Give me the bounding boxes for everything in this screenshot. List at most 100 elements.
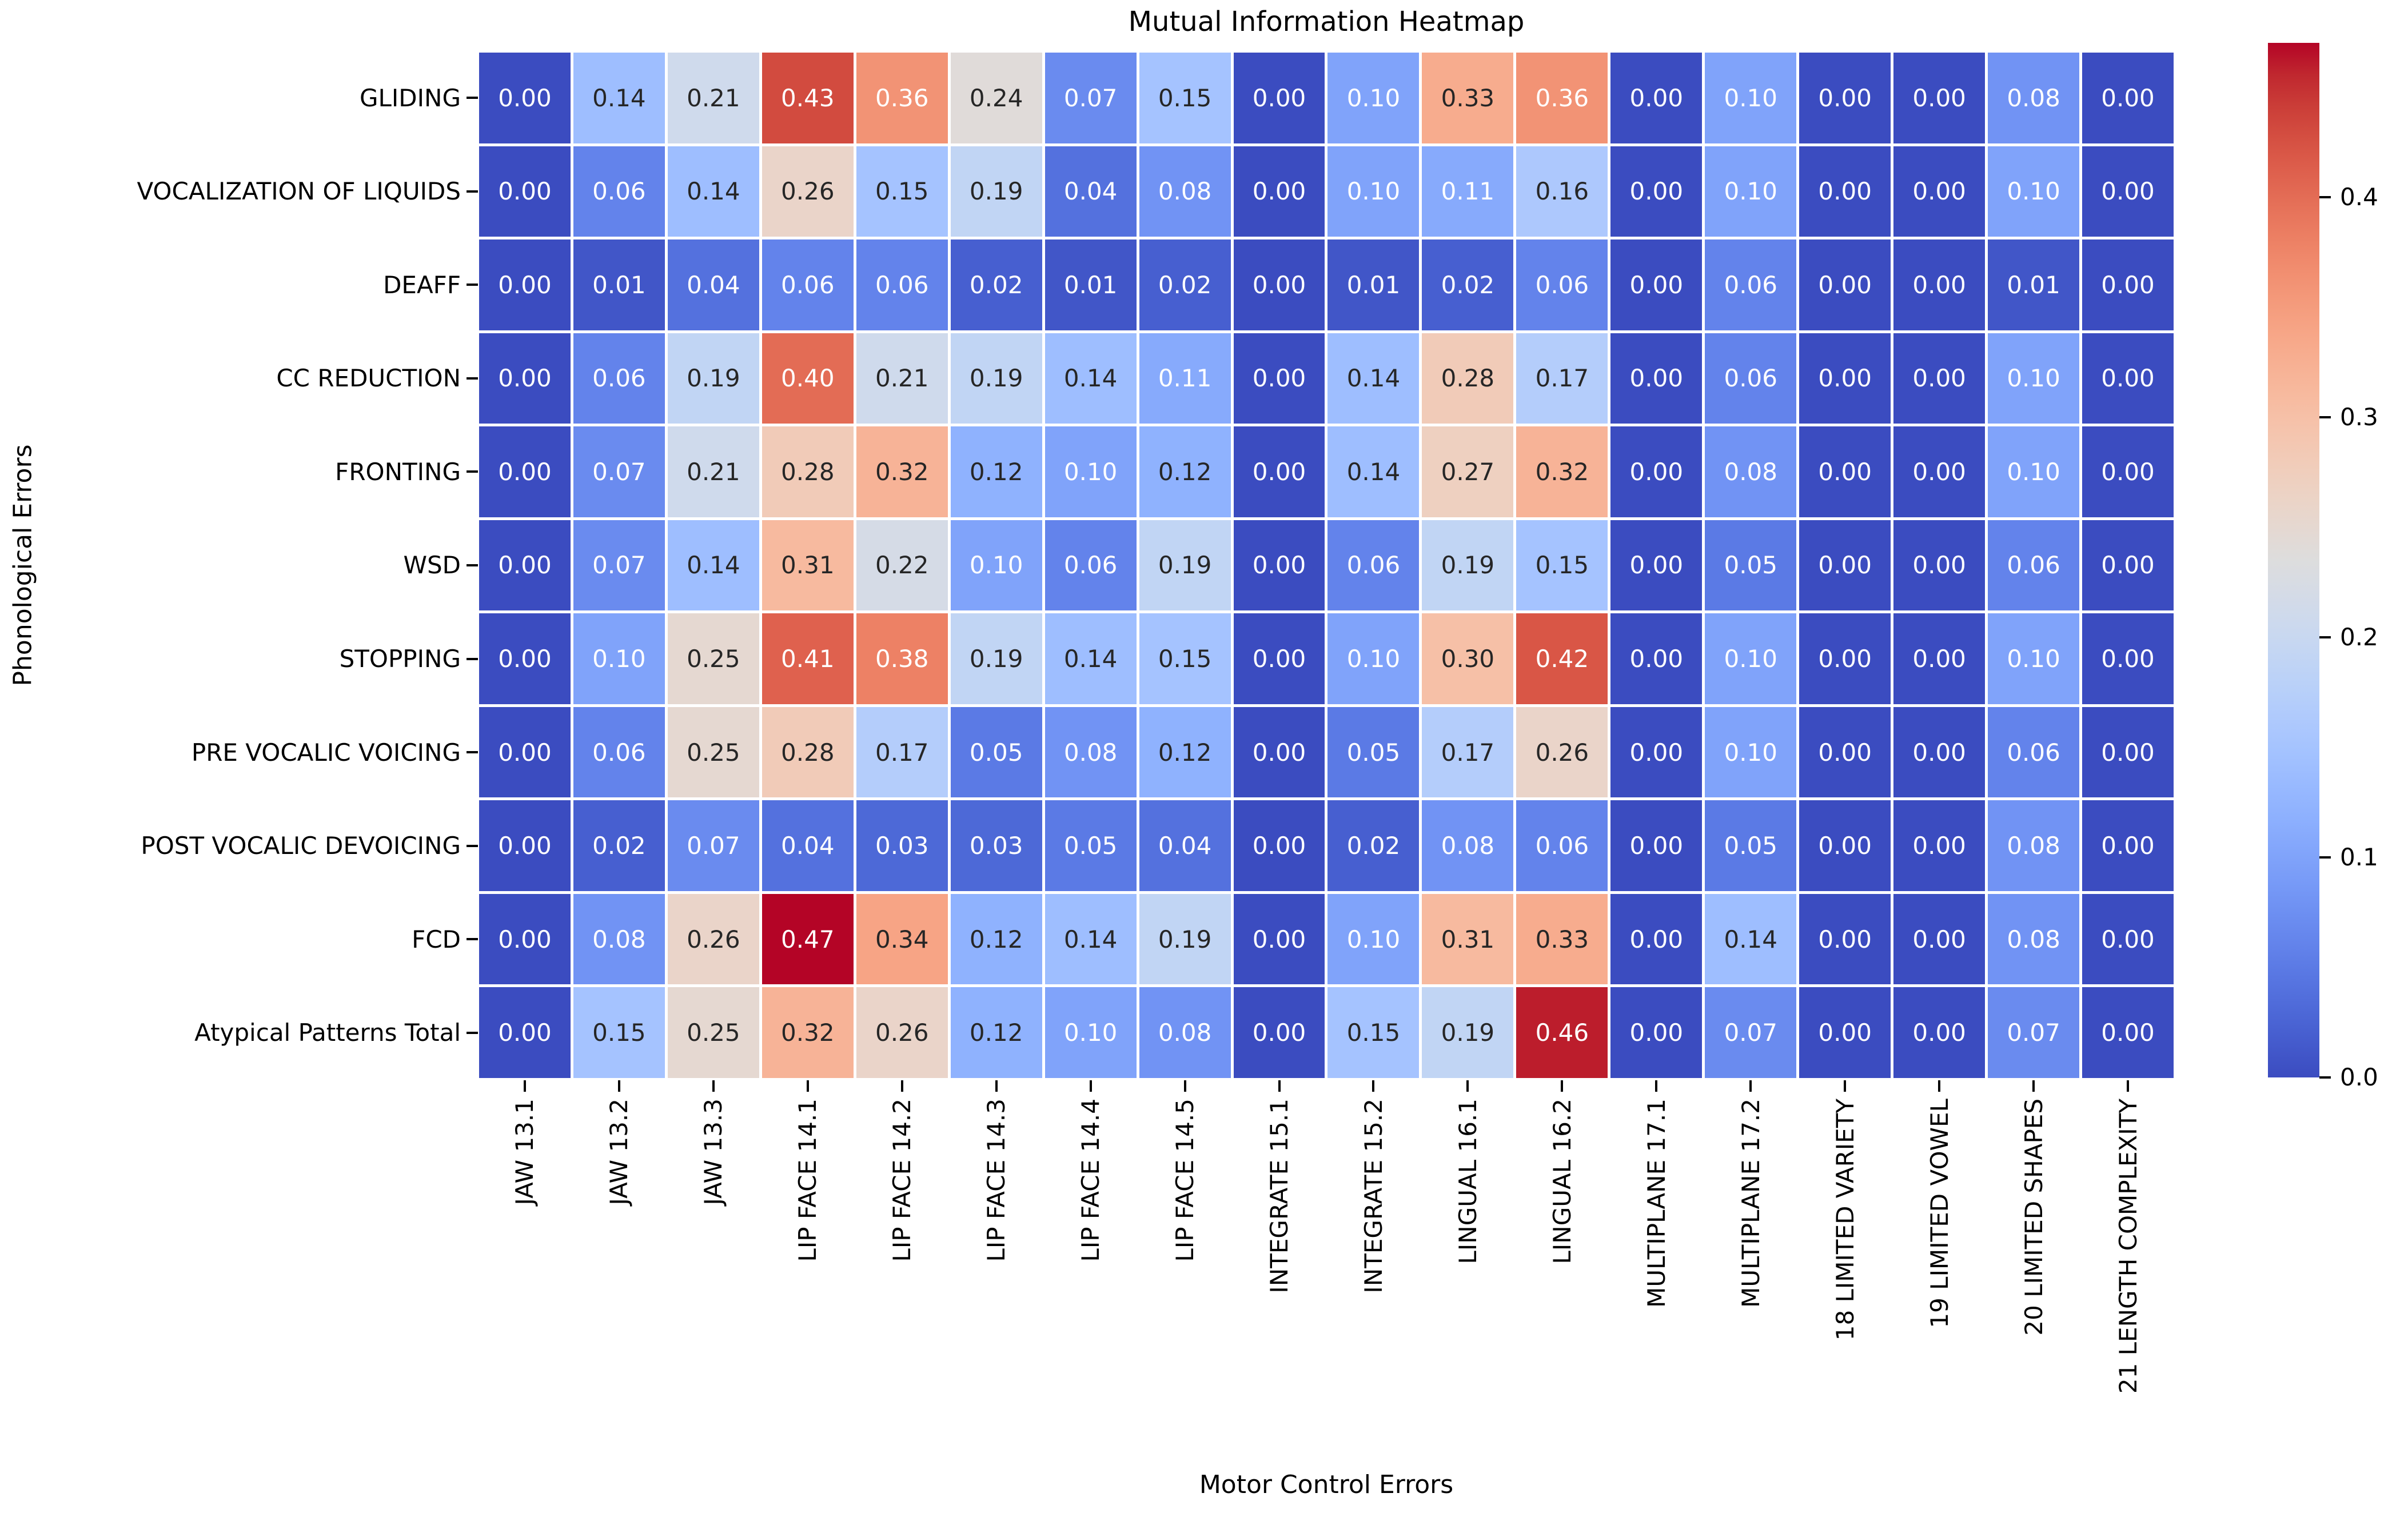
heatmap-cell: 0.00 bbox=[1799, 520, 1891, 611]
heatmap-cell: 0.03 bbox=[950, 800, 1042, 891]
x-tick-mark bbox=[523, 1080, 526, 1092]
heatmap-cell: 0.00 bbox=[1233, 893, 1325, 985]
heatmap-cell: 0.10 bbox=[1327, 53, 1420, 143]
x-tick-mark bbox=[617, 1080, 620, 1092]
heatmap-cell: 0.06 bbox=[1988, 706, 2080, 798]
heatmap-cell: 0.12 bbox=[950, 987, 1042, 1078]
heatmap-cell: 0.28 bbox=[1422, 333, 1514, 424]
heatmap-cell: 0.17 bbox=[856, 706, 948, 798]
x-tick-mark bbox=[1183, 1080, 1186, 1092]
heatmap-cell: 0.00 bbox=[479, 333, 571, 424]
heatmap-cell: 0.00 bbox=[1233, 426, 1325, 517]
heatmap-cell: 0.00 bbox=[1233, 706, 1325, 798]
heatmap-cell: 0.10 bbox=[1705, 613, 1797, 704]
heatmap-cell: 0.00 bbox=[1799, 333, 1891, 424]
y-tick-mark bbox=[467, 97, 478, 99]
heatmap-cell: 0.28 bbox=[762, 706, 854, 798]
x-tick-label: LIP FACE 14.4 bbox=[1077, 1099, 1105, 1262]
heatmap-cell: 0.10 bbox=[1705, 53, 1797, 143]
x-tick-mark bbox=[2032, 1080, 2035, 1092]
y-tick-mark bbox=[467, 284, 478, 286]
heatmap-cell: 0.00 bbox=[1233, 520, 1325, 611]
heatmap-cell: 0.00 bbox=[2082, 520, 2174, 611]
x-axis-title: Motor Control Errors bbox=[1199, 1470, 1454, 1499]
heatmap-cell: 0.19 bbox=[950, 333, 1042, 424]
y-tick-mark bbox=[467, 938, 478, 941]
heatmap-cell: 0.00 bbox=[1610, 800, 1703, 891]
heatmap-cell: 0.04 bbox=[1044, 146, 1137, 237]
heatmap-cell: 0.33 bbox=[1516, 893, 1608, 985]
heatmap-cell: 0.00 bbox=[1893, 520, 1986, 611]
x-tick-label: LIP FACE 14.1 bbox=[794, 1099, 822, 1262]
heatmap-cell: 0.19 bbox=[667, 333, 759, 424]
heatmap-cell: 0.31 bbox=[1422, 893, 1514, 985]
heatmap-cell: 0.00 bbox=[1610, 333, 1703, 424]
heatmap-cell: 0.00 bbox=[1233, 146, 1325, 237]
heatmap-cell: 0.26 bbox=[762, 146, 854, 237]
heatmap-cell: 0.00 bbox=[1893, 53, 1986, 143]
heatmap-cell: 0.00 bbox=[1893, 613, 1986, 704]
x-tick-mark bbox=[1938, 1080, 1941, 1092]
heatmap-cell: 0.00 bbox=[1893, 893, 1986, 985]
heatmap-cell: 0.04 bbox=[762, 800, 854, 891]
heatmap-cell: 0.12 bbox=[1139, 426, 1231, 517]
colorbar-tick-mark bbox=[2319, 1076, 2331, 1079]
heatmap-cell: 0.00 bbox=[1610, 239, 1703, 330]
heatmap-cell: 0.08 bbox=[1139, 146, 1231, 237]
heatmap-cell: 0.00 bbox=[1610, 706, 1703, 798]
heatmap-cell: 0.00 bbox=[1233, 239, 1325, 330]
x-tick-label: 21 LENGTH COMPLEXITY bbox=[2114, 1099, 2142, 1394]
heatmap-cell: 0.21 bbox=[667, 53, 759, 143]
heatmap-cell: 0.47 bbox=[762, 893, 854, 985]
heatmap-cell: 0.10 bbox=[1988, 426, 2080, 517]
heatmap-cell: 0.10 bbox=[1044, 426, 1137, 517]
heatmap-cell: 0.14 bbox=[573, 53, 665, 143]
y-tick-label: WSD bbox=[403, 551, 461, 580]
heatmap-cell: 0.00 bbox=[2082, 613, 2174, 704]
heatmap-cell: 0.34 bbox=[856, 893, 948, 985]
heatmap-cell: 0.19 bbox=[1139, 893, 1231, 985]
heatmap-cell: 0.00 bbox=[1893, 239, 1986, 330]
x-tick-label: JAW 13.2 bbox=[605, 1099, 633, 1205]
heatmap-cell: 0.00 bbox=[2082, 706, 2174, 798]
heatmap-cell: 0.25 bbox=[667, 987, 759, 1078]
heatmap-cell: 0.01 bbox=[1327, 239, 1420, 330]
heatmap-cell: 0.06 bbox=[1327, 520, 1420, 611]
heatmap-cell: 0.31 bbox=[762, 520, 854, 611]
heatmap-cell: 0.24 bbox=[950, 53, 1042, 143]
heatmap-cell: 0.00 bbox=[1233, 333, 1325, 424]
colorbar-tick-mark bbox=[2319, 636, 2331, 638]
heatmap-cell: 0.05 bbox=[1705, 520, 1797, 611]
heatmap-cell: 0.26 bbox=[856, 987, 948, 1078]
heatmap-cell: 0.00 bbox=[1610, 146, 1703, 237]
heatmap-cell: 0.00 bbox=[1799, 800, 1891, 891]
y-tick-label: VOCALIZATION OF LIQUIDS bbox=[137, 177, 461, 206]
x-tick-labels: JAW 13.1 JAW 13.2 JAW 13.3 LIP FACE 14.1 LIP… bbox=[479, 1099, 2174, 1464]
heatmap-cell: 0.36 bbox=[856, 53, 948, 143]
colorbar bbox=[2268, 43, 2319, 1077]
heatmap-cell: 0.06 bbox=[1705, 239, 1797, 330]
heatmap-cell: 0.06 bbox=[1516, 239, 1608, 330]
heatmap-cell: 0.00 bbox=[1799, 613, 1891, 704]
heatmap-cell: 0.38 bbox=[856, 613, 948, 704]
heatmap-cell: 0.00 bbox=[479, 987, 571, 1078]
y-tick-mark bbox=[467, 751, 478, 754]
x-tick-mark bbox=[1372, 1080, 1375, 1092]
heatmap-cell: 0.02 bbox=[573, 800, 665, 891]
heatmap-cell: 0.00 bbox=[1233, 613, 1325, 704]
heatmap-cell: 0.00 bbox=[1233, 800, 1325, 891]
heatmap-cell: 0.26 bbox=[667, 893, 759, 985]
heatmap-cell: 0.15 bbox=[856, 146, 948, 237]
heatmap-cell: 0.07 bbox=[1044, 53, 1137, 143]
colorbar-tick-label: 0.0 bbox=[2340, 1063, 2378, 1091]
heatmap-cell: 0.00 bbox=[479, 146, 571, 237]
heatmap-cell: 0.14 bbox=[1044, 893, 1137, 985]
y-tick-label: FRONTING bbox=[335, 457, 461, 486]
heatmap-cell: 0.42 bbox=[1516, 613, 1608, 704]
heatmap-cell: 0.08 bbox=[1705, 426, 1797, 517]
x-tick-mark bbox=[1655, 1080, 1658, 1092]
heatmap-cell: 0.06 bbox=[573, 146, 665, 237]
y-tick-labels: GLIDING VOCALIZATION OF LIQUIDS DEAFF CC RE… bbox=[0, 53, 461, 1078]
heatmap-cell: 0.14 bbox=[1044, 333, 1137, 424]
heatmap-cell: 0.06 bbox=[1705, 333, 1797, 424]
